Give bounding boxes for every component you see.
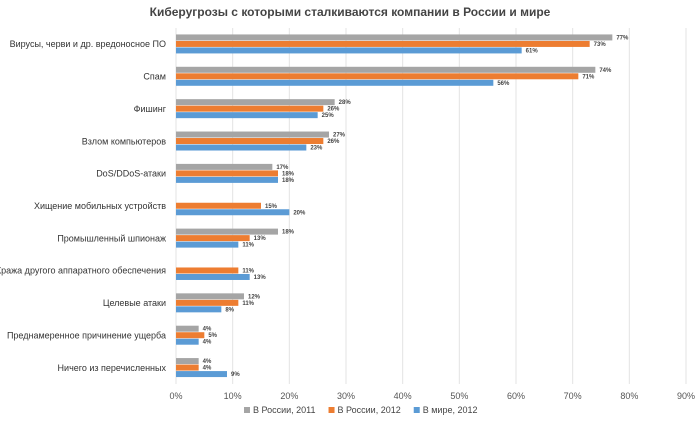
category-label: Взлом компьютеров (82, 136, 166, 146)
bar (176, 228, 278, 235)
bar (176, 79, 494, 86)
legend-swatch (244, 407, 250, 413)
bar (176, 338, 199, 345)
data-label: 11% (242, 268, 254, 274)
bar (176, 267, 239, 274)
category-label: Промышленный шпионаж (57, 233, 166, 243)
legend-swatch (328, 407, 335, 413)
data-label: 28% (339, 100, 352, 106)
legend-entry: В России, 2012 (338, 405, 401, 415)
bar (176, 144, 307, 151)
bar (176, 273, 250, 280)
data-label: 4% (203, 366, 212, 372)
data-label: 13% (254, 236, 267, 242)
bar (176, 306, 222, 313)
category-label: Кража другого аппаратного обеспечения (0, 266, 166, 276)
category-label: Фишинг (134, 104, 167, 114)
data-label: 8% (225, 307, 234, 313)
data-label: 18% (282, 171, 295, 177)
data-label: 12% (248, 294, 261, 300)
legend-entry: В России, 2011 (253, 405, 316, 415)
x-tick-label: 10% (224, 391, 242, 401)
data-label: 56% (497, 81, 510, 87)
x-tick-label: 0% (169, 391, 182, 401)
bar (176, 99, 335, 106)
data-label: 74% (599, 68, 612, 74)
bar (176, 112, 318, 119)
bar (176, 163, 273, 170)
bar (176, 364, 199, 371)
data-label: 4% (203, 359, 212, 365)
x-tick-label: 20% (280, 391, 298, 401)
data-label: 25% (322, 113, 335, 119)
data-label: 4% (203, 327, 212, 333)
data-label: 15% (265, 204, 278, 210)
data-label: 18% (282, 178, 295, 184)
x-tick-label: 40% (394, 391, 412, 401)
data-label: 4% (203, 340, 212, 346)
bar (176, 47, 522, 54)
category-label: Преднамеренное причинение ущерба (7, 330, 166, 340)
x-tick-label: 50% (450, 391, 468, 401)
x-tick-label: 30% (337, 391, 355, 401)
data-label: 27% (333, 133, 346, 139)
data-label: 26% (327, 107, 340, 113)
x-tick-label: 90% (677, 391, 695, 401)
bar (176, 202, 261, 209)
bar (176, 332, 205, 339)
data-label: 71% (582, 74, 595, 80)
data-label: 23% (310, 146, 323, 152)
data-label: 11% (242, 301, 254, 307)
bar (176, 170, 278, 177)
category-label: Спам (143, 72, 166, 82)
data-label: 73% (594, 42, 607, 48)
category-label: Целевые атаки (103, 298, 166, 308)
bar (176, 209, 290, 216)
chart-title: Киберугрозы с которыми сталкиваются комп… (149, 5, 551, 19)
data-label: 9% (231, 372, 240, 378)
data-label: 77% (616, 35, 629, 41)
bar (176, 176, 278, 183)
bar (176, 34, 613, 41)
category-label: Ничего из перечисленных (58, 363, 167, 373)
x-tick-label: 80% (620, 391, 638, 401)
category-label: Хищение мобильных устройств (34, 201, 166, 211)
data-label: 18% (282, 230, 295, 236)
category-label: DoS/DDoS-атаки (96, 169, 166, 179)
bar (176, 293, 244, 300)
category-label: Вирусы, черви и др. вредоносное ПО (10, 39, 166, 49)
x-tick-label: 60% (507, 391, 525, 401)
data-label: 26% (327, 139, 340, 145)
legend-swatch (413, 407, 420, 413)
bar (176, 105, 324, 112)
data-label: 13% (254, 275, 267, 281)
data-label: 5% (208, 333, 217, 339)
bar (176, 241, 239, 248)
bar (176, 325, 199, 332)
data-label: 17% (276, 165, 289, 171)
bar (176, 138, 324, 145)
bar (176, 73, 579, 80)
bar (176, 66, 596, 73)
data-label: 61% (526, 48, 539, 54)
bar (176, 131, 329, 138)
bar (176, 235, 250, 242)
legend-entry: В мире, 2012 (423, 405, 478, 415)
bar (176, 299, 239, 306)
bar (176, 40, 590, 47)
data-label: 11% (242, 243, 254, 249)
x-tick-label: 70% (564, 391, 582, 401)
bar (176, 371, 227, 378)
bar (176, 358, 199, 365)
data-label: 20% (293, 210, 306, 216)
